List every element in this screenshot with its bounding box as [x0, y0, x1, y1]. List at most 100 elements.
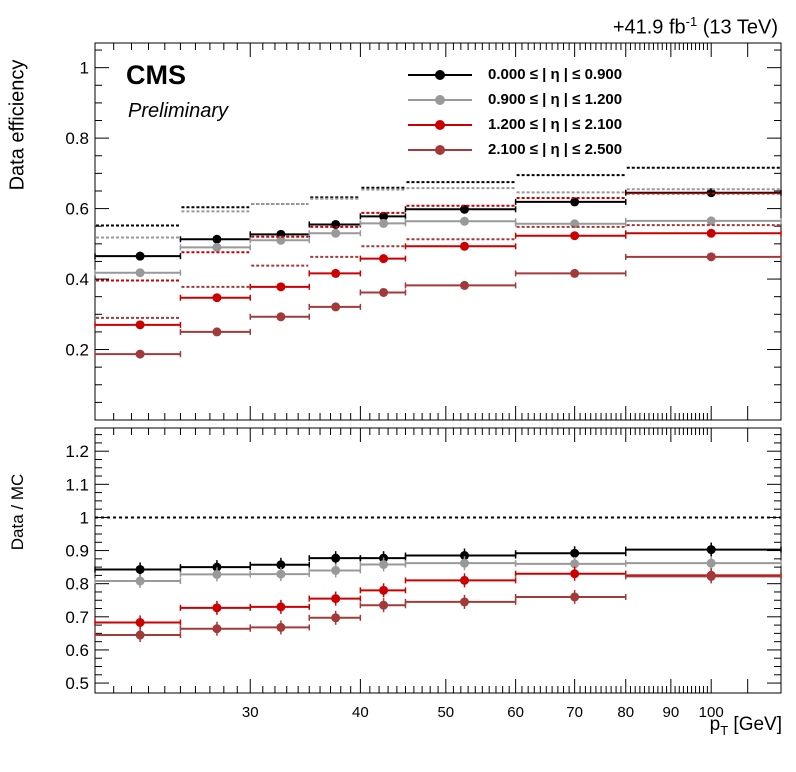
- top-y-tick-label: 1: [80, 59, 89, 78]
- data-point-series-1: [706, 216, 716, 226]
- legend-marker-0: [435, 69, 445, 80]
- bottom-panel-frame: [94, 427, 782, 694]
- data-point-series-2: [706, 228, 716, 238]
- data-point-series-3: [706, 252, 716, 262]
- legend-line-0: [408, 69, 472, 80]
- ratio-point-series-3: [135, 630, 145, 640]
- top-y-tick-label: 0.2: [65, 341, 89, 360]
- ratio-point-series-0: [459, 551, 469, 561]
- data-point-series-2: [570, 231, 580, 241]
- data-point-series-3: [459, 280, 469, 290]
- x-axis-label: pT [GeV]: [709, 714, 782, 738]
- legend-marker-2: [435, 119, 445, 130]
- status-label: Preliminary: [128, 100, 229, 122]
- ratio-point-series-2: [331, 594, 341, 604]
- ratio-point-series-1: [706, 558, 716, 568]
- bottom-y-axis-label: Data / MC: [8, 473, 27, 551]
- ratio-point-series-2: [276, 602, 286, 612]
- x-tick-label: 40: [352, 704, 369, 721]
- ratio-point-series-0: [570, 548, 580, 558]
- legend-line-2: [408, 119, 472, 130]
- data-point-series-0: [570, 197, 580, 207]
- x-tick-label: 30: [242, 704, 259, 721]
- data-point-series-1: [135, 268, 145, 278]
- legend-line-1: [408, 94, 472, 105]
- bottom-y-tick-label: 1.1: [65, 475, 89, 494]
- bottom-y-tick-label: 1: [80, 508, 89, 527]
- ratio-point-series-3: [379, 600, 389, 610]
- top-y-tick-label: 0.6: [65, 200, 89, 219]
- ratio-point-series-3: [276, 622, 286, 632]
- x-tick-label: 70: [566, 704, 583, 721]
- top-y-tick-label: 0.4: [65, 270, 89, 289]
- ratio-point-series-0: [706, 545, 716, 555]
- ratio-point-series-1: [331, 565, 341, 575]
- bottom-y-tick-label: 1.2: [65, 442, 89, 461]
- data-point-series-0: [135, 251, 145, 261]
- experiment-label: CMS: [126, 60, 186, 90]
- data-point-series-3: [276, 312, 286, 322]
- ratio-point-series-1: [212, 569, 222, 579]
- ratio-point-series-2: [379, 585, 389, 595]
- data-point-series-2: [331, 268, 341, 278]
- bottom-y-tick-label: 0.6: [65, 641, 89, 660]
- bottom-y-tick-label: 0.5: [65, 674, 89, 693]
- ratio-point-series-3: [331, 613, 341, 623]
- data-point-series-0: [706, 188, 716, 198]
- data-point-series-2: [379, 254, 389, 264]
- legend-entry-1: 0.900 ≤ | η | ≤ 1.200: [408, 87, 622, 112]
- legend-entry-2: 1.200 ≤ | η | ≤ 2.100: [408, 112, 622, 137]
- data-point-series-0: [212, 234, 222, 244]
- ratio-point-series-2: [135, 617, 145, 627]
- bottom-y-tick-label: 0.9: [65, 542, 89, 561]
- data-point-series-1: [212, 242, 222, 252]
- legend-label-2: 1.200 ≤ | η | ≤ 2.100: [488, 116, 623, 133]
- luminosity-label: +41.9 fb-1 (13 TeV): [612, 14, 778, 39]
- ratio-point-series-1: [135, 576, 145, 586]
- ratio-point-series-1: [379, 559, 389, 569]
- data-point-series-2: [276, 282, 286, 292]
- ratio-point-series-0: [276, 560, 286, 570]
- bottom-y-tick-label: 0.7: [65, 608, 89, 627]
- data-point-series-1: [379, 218, 389, 228]
- x-tick-label: 50: [437, 704, 454, 721]
- ratio-point-series-0: [212, 562, 222, 572]
- bottom-y-tick-label: 0.8: [65, 575, 89, 594]
- ratio-point-series-1: [570, 559, 580, 569]
- data-point-series-2: [459, 241, 469, 251]
- legend-marker-3: [435, 144, 445, 155]
- data-point-series-2: [135, 320, 145, 330]
- data-point-series-3: [212, 327, 222, 337]
- ratio-point-series-1: [276, 569, 286, 579]
- top-y-axis-label: Data efficiency: [6, 59, 29, 191]
- top-y-tick-label: 0.8: [65, 129, 89, 148]
- x-tick-label: 90: [663, 704, 680, 721]
- data-point-series-0: [459, 204, 469, 214]
- data-point-series-1: [276, 235, 286, 245]
- legend-entry-0: 0.000 ≤ | η | ≤ 0.900: [408, 62, 622, 87]
- x-tick-label: 100: [699, 704, 724, 721]
- ratio-point-series-1: [459, 558, 469, 568]
- data-point-series-1: [331, 228, 341, 238]
- data-point-series-3: [379, 287, 389, 297]
- legend-label-3: 2.100 ≤ | η | ≤ 2.500: [488, 141, 623, 158]
- ratio-point-series-0: [135, 564, 145, 574]
- data-point-series-3: [135, 349, 145, 359]
- x-tick-label: 60: [507, 704, 524, 721]
- ratio-point-series-3: [706, 571, 716, 581]
- legend-label-1: 0.900 ≤ | η | ≤ 1.200: [488, 91, 623, 108]
- ratio-point-series-3: [570, 592, 580, 602]
- legend-line-3: [408, 144, 472, 155]
- data-point-series-2: [212, 293, 222, 303]
- ratio-point-series-0: [331, 553, 341, 563]
- ratio-point-series-3: [212, 624, 222, 634]
- ratio-point-series-2: [459, 575, 469, 585]
- data-point-series-3: [570, 268, 580, 278]
- ratio-point-series-2: [570, 569, 580, 579]
- x-tick-label: 80: [617, 704, 634, 721]
- data-point-series-0: [379, 211, 389, 221]
- ratio-point-series-2: [212, 603, 222, 613]
- legend-entry-3: 2.100 ≤ | η | ≤ 2.500: [408, 137, 622, 162]
- data-point-series-1: [459, 216, 469, 226]
